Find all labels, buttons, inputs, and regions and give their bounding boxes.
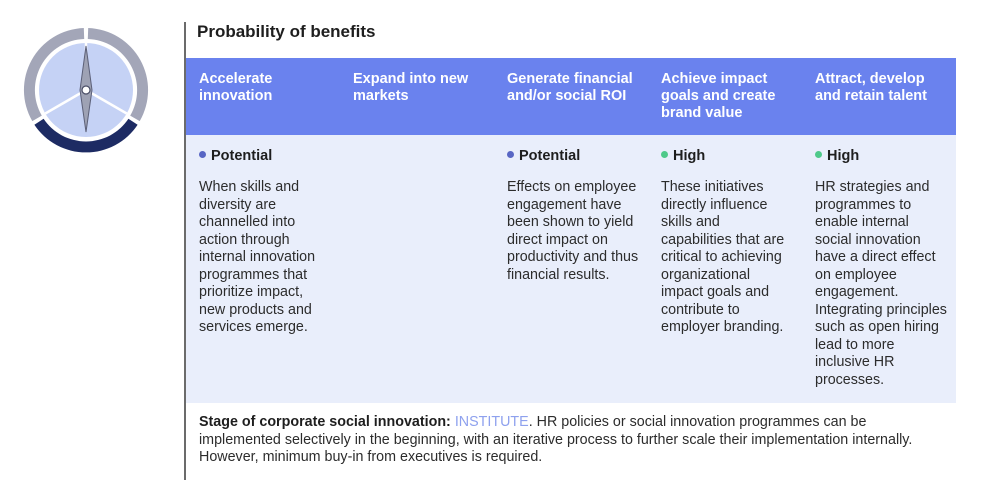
probability-label: High	[827, 148, 860, 164]
benefit-cell: Potential When skills and diversity are …	[186, 135, 340, 403]
probability-level: Potential	[199, 147, 332, 165]
high-dot-icon	[661, 151, 668, 158]
table-header-row: Accelerate innovation Expand into new ma…	[186, 58, 956, 135]
probability-level: High	[661, 147, 794, 165]
stage-footnote: Stage of corporate social innovation: IN…	[186, 404, 956, 467]
table-body-row: Potential When skills and diversity are …	[186, 135, 956, 403]
section-title: Probability of benefits	[197, 22, 376, 41]
stage-text: . HR policies or social innovation progr…	[199, 414, 913, 465]
high-dot-icon	[815, 151, 822, 158]
benefits-table: Accelerate innovation Expand into new ma…	[186, 58, 956, 403]
probability-level: Potential	[507, 147, 640, 165]
column-header: Accelerate innovation	[199, 71, 273, 104]
probability-level	[353, 147, 486, 165]
probability-label: Potential	[211, 148, 273, 164]
benefit-description: When skills and diversity are channelled…	[199, 179, 316, 335]
benefit-description: Effects on employee engagement have been…	[507, 179, 639, 283]
stage-value: INSTITUTE	[454, 414, 529, 430]
column-header: Generate financial and/or social ROI	[507, 71, 633, 104]
potential-dot-icon	[199, 151, 206, 158]
benefit-description: These initiatives directly influence ski…	[661, 179, 785, 335]
column-header: Attract, develop and retain talent	[815, 71, 927, 104]
benefit-cell: Potential Effects on employee engagement…	[494, 135, 648, 403]
benefit-cell	[340, 135, 494, 403]
benefit-cell: High HR strategies and programmes to ena…	[802, 135, 956, 403]
probability-label: High	[673, 148, 706, 164]
column-header: Expand into new markets	[353, 71, 469, 104]
benefit-cell: High These initiatives directly influenc…	[648, 135, 802, 403]
potential-dot-icon	[507, 151, 514, 158]
section-divider	[184, 22, 186, 480]
probability-level: High	[815, 147, 948, 165]
benefit-description: HR strategies and programmes to enable i…	[815, 179, 947, 388]
column-header: Achieve impact goals and create brand va…	[661, 71, 776, 121]
stage-label: Stage of corporate social innovation:	[199, 414, 451, 430]
compass-icon	[23, 28, 149, 153]
probability-label: Potential	[519, 148, 581, 164]
